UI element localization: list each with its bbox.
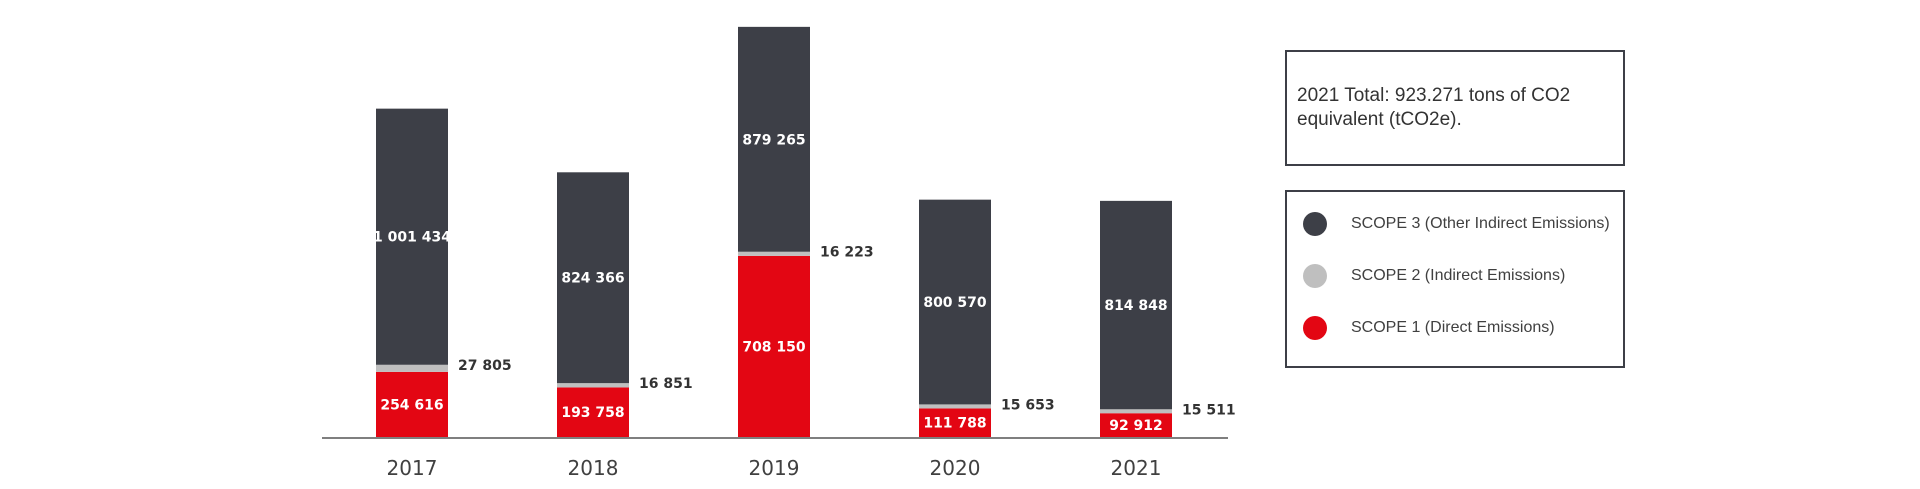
data-label-scope2-2017: 27 805: [458, 358, 512, 374]
legend-swatch-scope3: [1303, 212, 1327, 236]
labels-layer: 254 616 27 805 1 001 434 2017 193 758 16 851 8…: [373, 132, 1236, 480]
bar-segment-scope2-2018: [557, 383, 629, 388]
data-label-scope1-2019: 708 150: [742, 339, 806, 355]
x-tick-label-2017: 2017: [387, 456, 438, 480]
bars-layer: [376, 26, 1172, 437]
total-summary-text: 2021 Total: 923.271 tons of CO2 equivale…: [1297, 85, 1571, 130]
data-label-scope2-2019: 16 223: [820, 245, 874, 261]
bar-segment-scope1-2019: [738, 255, 810, 437]
stacked-bar-chart: 254 616 27 805 1 001 434 2017 193 758 16 851 8…: [322, 26, 1236, 480]
bar-segment-scope3-2018: [557, 172, 629, 384]
bar-segment-scope1-2020: [919, 408, 991, 437]
data-label-scope1-2021: 92 912: [1109, 418, 1163, 434]
data-label-scope1-2018: 193 758: [561, 405, 624, 421]
data-label-scope1-2020: 111 788: [923, 416, 986, 432]
bar-segment-scope3-2021: [1100, 200, 1172, 410]
bar-segment-scope1-2021: [1100, 413, 1172, 437]
x-tick-label-2020: 2020: [930, 456, 981, 480]
legend-swatch-scope2: [1303, 264, 1327, 288]
legend-item-scope1: SCOPE 1 (Direct Emissions): [1303, 316, 1555, 340]
bar-segment-scope3-2017: [376, 108, 448, 365]
data-label-scope1-2017: 254 616: [380, 397, 443, 413]
data-label-scope3-2019: 879 265: [742, 132, 805, 148]
total-summary-box: 2021 Total: 923.271 tons of CO2 equivale…: [1285, 50, 1625, 166]
x-tick-label-2019: 2019: [749, 456, 800, 480]
legend-label-scope3: SCOPE 3 (Other Indirect Emissions): [1351, 215, 1610, 232]
data-label-scope2-2018: 16 851: [639, 376, 693, 392]
bar-segment-scope3-2020: [919, 199, 991, 405]
legend-swatch-scope1: [1303, 316, 1327, 340]
legend: SCOPE 3 (Other Indirect Emissions) SCOPE…: [1285, 190, 1625, 368]
legend-label-scope1: SCOPE 1 (Direct Emissions): [1351, 319, 1555, 336]
bar-segment-scope1-2018: [557, 387, 629, 437]
legend-item-scope3: SCOPE 3 (Other Indirect Emissions): [1303, 212, 1610, 236]
x-tick-label-2021: 2021: [1111, 456, 1162, 480]
bar-segment-scope2-2020: [919, 404, 991, 409]
data-label-scope3-2021: 814 848: [1104, 298, 1167, 314]
data-label-scope2-2021: 15 511: [1182, 402, 1236, 418]
bar-segment-scope3-2019: [738, 26, 810, 252]
bar-segment-scope2-2021: [1100, 409, 1172, 414]
bar-segment-scope2-2017: [376, 364, 448, 372]
data-label-scope2-2020: 15 653: [1001, 397, 1055, 413]
data-label-scope3-2018: 824 366: [561, 271, 624, 287]
legend-item-scope2: SCOPE 2 (Indirect Emissions): [1303, 264, 1565, 288]
data-label-scope3-2020: 800 570: [923, 295, 987, 311]
bar-segment-scope1-2017: [376, 371, 448, 437]
x-tick-label-2018: 2018: [568, 456, 619, 480]
data-label-scope3-2017: 1 001 434: [373, 230, 451, 246]
legend-label-scope2: SCOPE 2 (Indirect Emissions): [1351, 267, 1566, 284]
bar-segment-scope2-2019: [738, 251, 810, 256]
